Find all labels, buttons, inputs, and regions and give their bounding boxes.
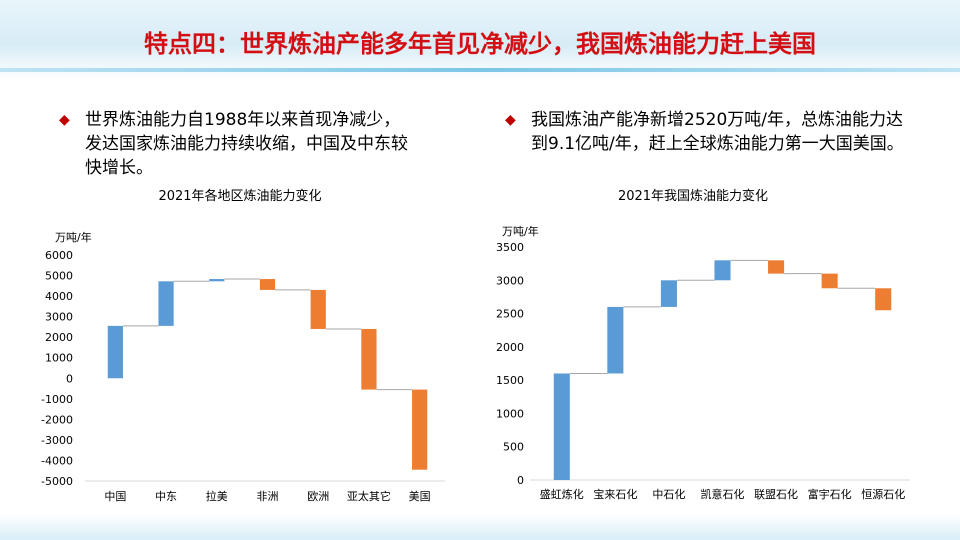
y-axis-unit: 万吨/年 xyxy=(502,224,539,238)
y-tick-label: -5000 xyxy=(41,475,73,488)
y-tick-label: 3000 xyxy=(496,274,524,287)
y-tick-label: 2000 xyxy=(45,331,73,344)
header-banner xyxy=(0,0,960,80)
y-tick-label: 4000 xyxy=(45,290,73,303)
bullet-text: 我国炼油产能净新增2520万吨/年，总炼油能力达到9.1亿吨/年，赶上全球炼油能… xyxy=(531,110,904,154)
waterfall-bar xyxy=(310,289,326,329)
x-category-label: 美国 xyxy=(409,490,431,503)
waterfall-bar xyxy=(361,328,377,390)
waterfall-bar xyxy=(412,389,428,470)
x-category-label: 凯意石化 xyxy=(701,487,745,501)
waterfall-bar xyxy=(259,279,276,290)
x-category-label: 欧洲 xyxy=(307,490,329,503)
waterfall-bar xyxy=(768,260,785,274)
waterfall-bar xyxy=(660,280,677,307)
page-title: 特点四：世界炼油产能多年首见净减少，我国炼油能力赶上美国 xyxy=(144,30,816,58)
x-category-label: 中国 xyxy=(104,490,126,503)
bullet-right: ◆ 我国炼油产能净新增2520万吨/年，总炼油能力达到9.1亿吨/年，赶上全球炼… xyxy=(505,108,911,156)
x-category-label: 富宇石化 xyxy=(808,487,852,501)
y-tick-label: 6000 xyxy=(45,249,73,262)
y-tick-label: 2500 xyxy=(496,308,524,321)
y-axis-unit: 万吨/年 xyxy=(55,230,92,244)
waterfall-bar xyxy=(107,325,123,379)
y-tick-label: -2000 xyxy=(41,413,73,426)
x-category-label: 盛虹炼化 xyxy=(540,487,584,501)
bullet-left: ◆ 世界炼油能力自1988年以来首现净减少，发达国家炼油能力持续收缩，中国及中东… xyxy=(59,108,415,180)
chart-title: 2021年各地区炼油能力变化 xyxy=(158,188,321,204)
waterfall-bar xyxy=(209,279,225,282)
y-tick-label: 5000 xyxy=(45,270,73,283)
waterfall-bar xyxy=(158,281,174,326)
footer-band xyxy=(0,514,960,540)
x-category-label: 宝来石化 xyxy=(593,487,637,501)
x-category-label: 中东 xyxy=(155,490,177,503)
x-category-label: 亚太其它 xyxy=(347,489,391,503)
y-tick-label: 2000 xyxy=(496,341,524,354)
y-tick-label: 0 xyxy=(66,372,73,385)
x-category-label: 恒源石化 xyxy=(861,487,905,501)
diamond-bullet-icon: ◆ xyxy=(59,112,70,128)
y-tick-label: -4000 xyxy=(41,454,73,467)
y-tick-label: 0 xyxy=(517,474,524,487)
waterfall-bar xyxy=(607,306,624,374)
diamond-bullet-icon: ◆ xyxy=(505,112,516,128)
y-tick-label: -1000 xyxy=(41,393,73,406)
y-tick-label: 3500 xyxy=(496,241,524,254)
x-category-label: 联盟石化 xyxy=(754,487,798,501)
waterfall-bar xyxy=(875,288,892,311)
waterfall-bar xyxy=(821,273,838,289)
x-category-label: 非洲 xyxy=(257,490,279,503)
y-tick-label: 1000 xyxy=(496,407,524,420)
y-tick-label: 500 xyxy=(503,441,524,454)
waterfall-bar xyxy=(714,260,731,281)
chart-title: 2021年我国炼油能力变化 xyxy=(618,188,768,204)
bullet-text: 世界炼油能力自1988年以来首现净减少，发达国家炼油能力持续收缩，中国及中东较快… xyxy=(85,110,408,178)
x-category-label: 中石化 xyxy=(652,487,685,501)
y-tick-label: 1000 xyxy=(45,352,73,365)
y-tick-label: 1500 xyxy=(496,374,524,387)
waterfall-bar xyxy=(553,373,570,480)
x-category-label: 拉美 xyxy=(206,489,228,503)
y-tick-label: 3000 xyxy=(45,311,73,324)
y-tick-label: -3000 xyxy=(41,434,73,447)
